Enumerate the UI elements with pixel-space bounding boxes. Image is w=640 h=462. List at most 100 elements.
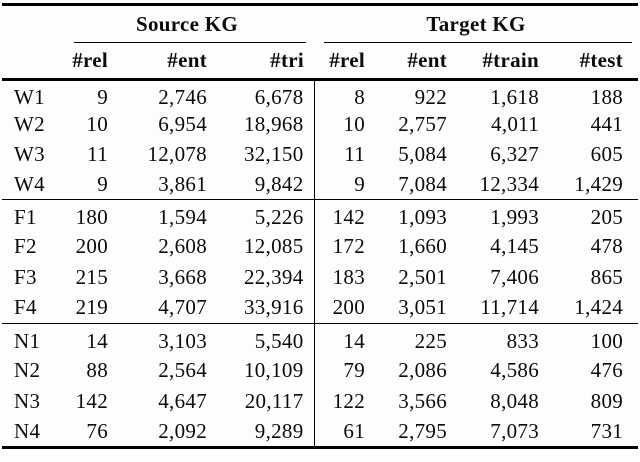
cell-src-ent: 3,668 xyxy=(158,264,207,289)
row-label: W2 xyxy=(14,112,45,136)
cell-tgt-rel: 11 xyxy=(344,142,366,166)
cell-src-rel: 215 xyxy=(75,264,108,289)
cell-src-ent: 2,092 xyxy=(158,418,207,443)
cell-src-tri: 9,842 xyxy=(211,169,315,200)
cell-src-rel: 180 xyxy=(75,205,108,230)
cell-src-ent: 3,861 xyxy=(158,171,207,196)
cell-src-ent: 4,707 xyxy=(158,295,207,320)
cell-src-tri: 12,085 xyxy=(211,230,315,262)
cell-src-rel: 76 xyxy=(86,418,108,443)
cell-tgt-test: 205 xyxy=(590,205,624,230)
cell-tgt-ent: 5,084 xyxy=(398,142,448,166)
cell-src-tri: 18,968 xyxy=(211,109,315,140)
table-row: F2 200 2,608 12,085 172 1,660 4,145 478 xyxy=(2,230,638,262)
corner-cell xyxy=(2,5,60,43)
cell-tgt-ent: 3,051 xyxy=(398,295,448,320)
cell-src-tri: 22,394 xyxy=(211,261,315,293)
cell-src-tri: 32,150 xyxy=(211,139,315,170)
cell-src-rel: 14 xyxy=(86,329,108,354)
table-row: W1 9 2,746 6,678 8 922 1,618 188 xyxy=(2,79,638,110)
table-row: N1 14 3,103 5,540 14 225 833 100 xyxy=(2,323,638,355)
cell-tgt-test: 809 xyxy=(590,388,624,413)
source-cmidrule xyxy=(74,41,307,43)
col-header-src-rel: #rel xyxy=(60,42,112,81)
cell-src-tri: 5,540 xyxy=(211,323,315,355)
cell-tgt-rel: 172 xyxy=(332,233,366,258)
cell-tgt-train: 4,145 xyxy=(490,233,540,258)
cell-tgt-test: 1,429 xyxy=(574,171,624,196)
table-row: F1 180 1,594 5,226 142 1,093 1,993 205 xyxy=(2,199,638,231)
cell-src-tri: 33,916 xyxy=(211,292,315,324)
cell-tgt-ent: 922 xyxy=(414,85,448,110)
table-row: F3 215 3,668 22,394 183 2,501 7,406 865 xyxy=(2,261,638,293)
cell-tgt-rel: 8 xyxy=(354,85,366,110)
cell-tgt-train: 11,714 xyxy=(480,295,540,320)
cell-tgt-train: 4,586 xyxy=(490,357,540,382)
cell-src-tri: 6,678 xyxy=(211,79,315,110)
col-header-tgt-test: #test xyxy=(541,42,639,81)
block-w: W1 9 2,746 6,678 8 922 1,618 188 W2 10 6… xyxy=(2,79,638,200)
cell-src-rel: 9 xyxy=(97,85,108,110)
target-kg-group-header: Target KG xyxy=(314,5,638,43)
cell-tgt-train: 1,993 xyxy=(490,205,540,230)
cell-src-ent: 2,746 xyxy=(158,85,207,110)
table-row: W3 11 12,078 32,150 11 5,084 6,327 605 xyxy=(2,139,638,170)
cell-tgt-test: 188 xyxy=(590,85,624,110)
row-label: F3 xyxy=(14,264,37,289)
cell-tgt-rel: 10 xyxy=(343,112,366,136)
col-header-src-tri: #tri xyxy=(211,42,315,81)
cell-tgt-ent: 7,084 xyxy=(398,171,448,196)
target-kg-label: Target KG xyxy=(426,11,526,36)
cell-src-tri: 10,109 xyxy=(211,354,315,386)
row-label: N3 xyxy=(14,388,41,413)
cell-tgt-rel: 14 xyxy=(343,329,366,354)
block-n: N1 14 3,103 5,540 14 225 833 100 N2 88 2… xyxy=(2,323,639,448)
cell-tgt-rel: 79 xyxy=(343,357,366,382)
group-header-row: Source KG Target KG xyxy=(2,5,638,43)
row-label: N4 xyxy=(14,418,41,443)
row-label: F1 xyxy=(14,205,37,230)
col-header-tgt-ent: #ent xyxy=(367,42,450,81)
cell-tgt-rel: 200 xyxy=(332,295,366,320)
cell-src-ent: 2,564 xyxy=(158,357,207,382)
table-row: W2 10 6,954 18,968 10 2,757 4,011 441 xyxy=(2,109,638,140)
cell-src-tri: 5,226 xyxy=(211,199,315,231)
cell-src-ent: 12,078 xyxy=(147,142,207,166)
cell-tgt-train: 12,334 xyxy=(479,171,540,196)
cell-tgt-test: 478 xyxy=(590,233,624,258)
cell-src-ent: 1,594 xyxy=(158,205,207,230)
table-row: F4 219 4,707 33,916 200 3,051 11,714 1,4… xyxy=(2,292,638,324)
row-label-column-header xyxy=(2,42,60,81)
cell-tgt-ent: 2,086 xyxy=(398,357,448,382)
cell-tgt-rel: 9 xyxy=(354,171,366,196)
cell-src-tri: 9,289 xyxy=(211,416,315,448)
cell-src-rel: 10 xyxy=(86,112,108,136)
row-label: N2 xyxy=(14,357,41,382)
column-header-row: #rel #ent #tri #rel #ent #train #test xyxy=(2,42,639,81)
cell-tgt-train: 7,406 xyxy=(490,264,540,289)
cell-src-rel: 11 xyxy=(87,142,108,166)
cell-tgt-ent: 1,093 xyxy=(398,205,448,230)
cell-tgt-train: 1,618 xyxy=(490,85,540,110)
cell-tgt-rel: 122 xyxy=(332,388,366,413)
row-label: W1 xyxy=(14,85,45,110)
cell-src-rel: 219 xyxy=(75,295,108,320)
row-label: W3 xyxy=(14,142,45,166)
cell-tgt-rel: 61 xyxy=(343,418,366,443)
cell-tgt-ent: 1,660 xyxy=(398,233,448,258)
cell-tgt-ent: 3,566 xyxy=(398,388,448,413)
cell-src-rel: 142 xyxy=(75,388,108,413)
col-header-tgt-train: #train xyxy=(449,42,542,81)
table-row: N4 76 2,092 9,289 61 2,795 7,073 731 xyxy=(2,416,638,448)
cell-tgt-test: 441 xyxy=(590,112,624,136)
cell-tgt-test: 731 xyxy=(590,418,624,443)
cell-tgt-train: 7,073 xyxy=(490,418,540,443)
col-header-tgt-rel: #rel xyxy=(314,42,368,81)
cell-tgt-ent: 225 xyxy=(414,329,448,354)
source-kg-label: Source KG xyxy=(135,11,239,36)
target-cmidrule xyxy=(324,41,633,43)
kg-statistics-table: Source KG Target KG #rel #ent #tri #rel … xyxy=(2,3,639,449)
table-row: N3 142 4,647 20,117 122 3,566 8,048 809 xyxy=(2,385,638,417)
cell-src-ent: 2,608 xyxy=(158,233,207,258)
